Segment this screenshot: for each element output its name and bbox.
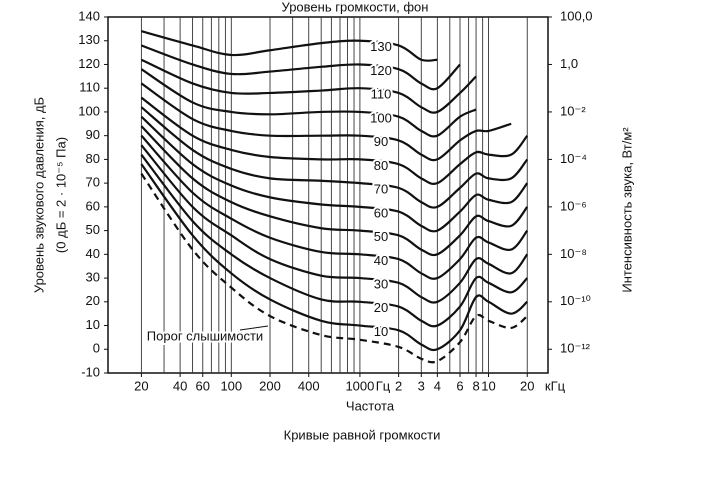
- x-tick-label: 200: [259, 378, 281, 393]
- y-tick-label: 50: [86, 222, 100, 237]
- x-tick-label: 4: [434, 378, 441, 393]
- curve-label: 90: [374, 134, 388, 149]
- x-tick-label: 1000: [345, 378, 374, 393]
- x-tick-label: 2: [395, 378, 402, 393]
- curve-label: 80: [374, 158, 388, 173]
- curve: [140, 125, 529, 257]
- x-unit-label: кГц: [545, 378, 566, 393]
- curve-label: 60: [374, 205, 388, 220]
- curve: [140, 96, 529, 185]
- x-tick-label: 3: [418, 378, 425, 393]
- x-tick-label: 40: [173, 378, 187, 393]
- y2-tick-label: 10⁻⁴: [560, 151, 587, 166]
- y-tick-label: 110: [79, 80, 100, 95]
- x-tick-label: 8: [472, 378, 479, 393]
- y-tick-label: 140: [78, 8, 100, 23]
- chart-title: Уровень громкости, фон: [282, 0, 429, 14]
- curve-label: 50: [374, 229, 388, 244]
- curve: [140, 82, 512, 162]
- x-tick-label: 6: [456, 378, 463, 393]
- y-tick-label: 40: [86, 246, 100, 261]
- y2-tick-label: 1,0: [560, 56, 578, 71]
- x-unit-label: Гц: [376, 378, 391, 393]
- y-tick-label: 0: [93, 341, 100, 356]
- y-tick-label: 100: [78, 103, 100, 118]
- curve: [140, 115, 529, 233]
- y-tick-label: 60: [86, 198, 100, 213]
- y-tick-label: 80: [86, 151, 100, 166]
- y2-tick-label: 10⁻¹²: [560, 341, 591, 356]
- x-tick-label: 20: [520, 378, 534, 393]
- curve: [140, 173, 528, 364]
- y-axis-label: Уровень звукового давления, дБ: [31, 97, 46, 293]
- curve: [140, 144, 529, 304]
- curve-label: 30: [374, 277, 388, 292]
- curve-label: 40: [374, 253, 388, 268]
- caption: Кривые равной громкости: [284, 427, 441, 442]
- curve: [140, 58, 477, 114]
- x-tick-label: 10: [481, 378, 495, 393]
- y2-tick-label: 100,0: [560, 8, 593, 23]
- annotation: Порог слышимости: [147, 328, 263, 343]
- y-tick-label: 120: [78, 56, 100, 71]
- y-tick-label: 90: [86, 127, 100, 142]
- plot-frame: [107, 16, 549, 374]
- curve: [140, 68, 477, 138]
- y-tick-label: 20: [86, 293, 100, 308]
- x-tick-label: 400: [298, 378, 320, 393]
- x-tick-label: 100: [220, 378, 242, 393]
- curve: [140, 163, 528, 352]
- curve-label: 130: [370, 39, 392, 54]
- y-tick-label: 130: [78, 32, 100, 47]
- curve: [140, 153, 529, 328]
- y-tick-label: 70: [86, 175, 100, 190]
- y2-axis-label: Интенсивность звука, Вт/м²: [619, 127, 634, 293]
- curve: [140, 106, 529, 209]
- curve-label: 120: [370, 63, 392, 78]
- y-axis-label-note: (0 дБ = 2 · 10⁻⁵ Па): [53, 137, 68, 253]
- y2-tick-label: 10⁻¹⁰: [560, 293, 591, 308]
- curve: [141, 44, 461, 91]
- curve: [141, 30, 438, 62]
- y-tick-label: 10: [86, 317, 100, 332]
- curve-label: 100: [370, 110, 392, 125]
- y2-tick-label: 10⁻⁸: [560, 246, 587, 261]
- curve-label: 20: [374, 300, 388, 315]
- curve-label: 110: [371, 87, 392, 102]
- x-axis-label: Частота: [346, 398, 395, 413]
- curve-label: 70: [374, 182, 388, 197]
- annotation-leader: [239, 325, 269, 331]
- y-tick-label: 30: [86, 270, 100, 285]
- x-tick-label: 20: [134, 378, 148, 393]
- y2-tick-label: 10⁻²: [560, 103, 586, 118]
- curve-label: 10: [374, 324, 388, 339]
- y-tick-label: -10: [81, 364, 100, 379]
- y2-tick-label: 10⁻⁶: [560, 198, 587, 213]
- x-tick-label: 60: [196, 378, 210, 393]
- curve: [140, 134, 529, 280]
